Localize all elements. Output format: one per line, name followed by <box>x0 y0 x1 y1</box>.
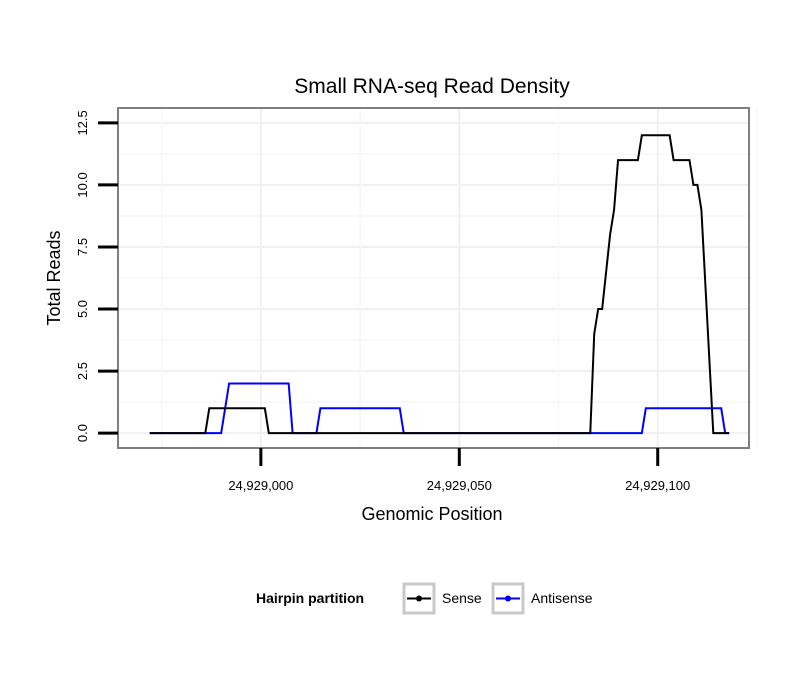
legend-item-sense: Sense <box>402 582 482 615</box>
y-tick-label: 5.0 <box>75 300 90 318</box>
y-tick-label: 12.5 <box>75 110 90 135</box>
legend: Hairpin partition Sense Antisense <box>256 582 593 615</box>
series-line-antisense <box>149 382 730 435</box>
x-axis-title: Genomic Position <box>361 504 502 524</box>
legend-key-point <box>505 595 511 602</box>
series-layer <box>149 134 730 435</box>
x-tick-label: 24,929,000 <box>228 478 293 493</box>
y-tick-label: 0.0 <box>75 424 90 442</box>
x-tick-label: 24,929,100 <box>625 478 690 493</box>
x-tick-label: 24,929,050 <box>427 478 492 493</box>
y-axis: 0.0 2.5 5.0 7.5 10.0 12.5 <box>75 110 118 442</box>
major-gridlines <box>118 108 758 448</box>
chart-title: Small RNA-seq Read Density <box>294 75 570 98</box>
legend-items: Sense Antisense <box>402 582 593 615</box>
y-tick-label: 10.0 <box>75 172 90 197</box>
legend-label: Sense <box>442 590 482 606</box>
y-tick-label: 7.5 <box>75 238 90 256</box>
series-line-sense <box>149 134 730 435</box>
x-axis: 24,929,000 24,929,050 24,929,100 <box>228 448 690 493</box>
y-axis-title: Total Reads <box>44 230 64 325</box>
legend-label: Antisense <box>531 590 593 606</box>
panel-border <box>117 107 750 449</box>
y-tick-label: 2.5 <box>75 362 90 380</box>
legend-title: Hairpin partition <box>256 590 364 606</box>
legend-item-antisense: Antisense <box>491 582 593 615</box>
legend-key-point <box>416 595 422 602</box>
